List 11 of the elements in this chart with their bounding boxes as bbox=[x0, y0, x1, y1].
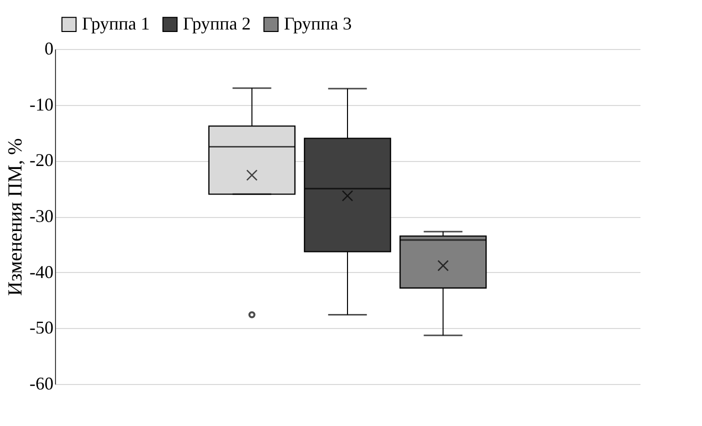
y-tick-label: 0 bbox=[44, 38, 54, 58]
y-axis-title: Изменения ПМ, % bbox=[4, 138, 27, 296]
y-tick-label: -10 bbox=[30, 94, 54, 114]
y-tick-label: -50 bbox=[30, 318, 54, 338]
legend-label: Группа 3 bbox=[284, 13, 352, 34]
legend-label: Группа 2 bbox=[183, 13, 251, 34]
y-tick-label: -40 bbox=[30, 262, 54, 282]
legend-label: Группа 1 bbox=[82, 13, 150, 34]
y-tick-label: -30 bbox=[30, 206, 54, 226]
y-tick-label: -20 bbox=[30, 150, 54, 170]
y-tick-label: -60 bbox=[30, 374, 54, 394]
